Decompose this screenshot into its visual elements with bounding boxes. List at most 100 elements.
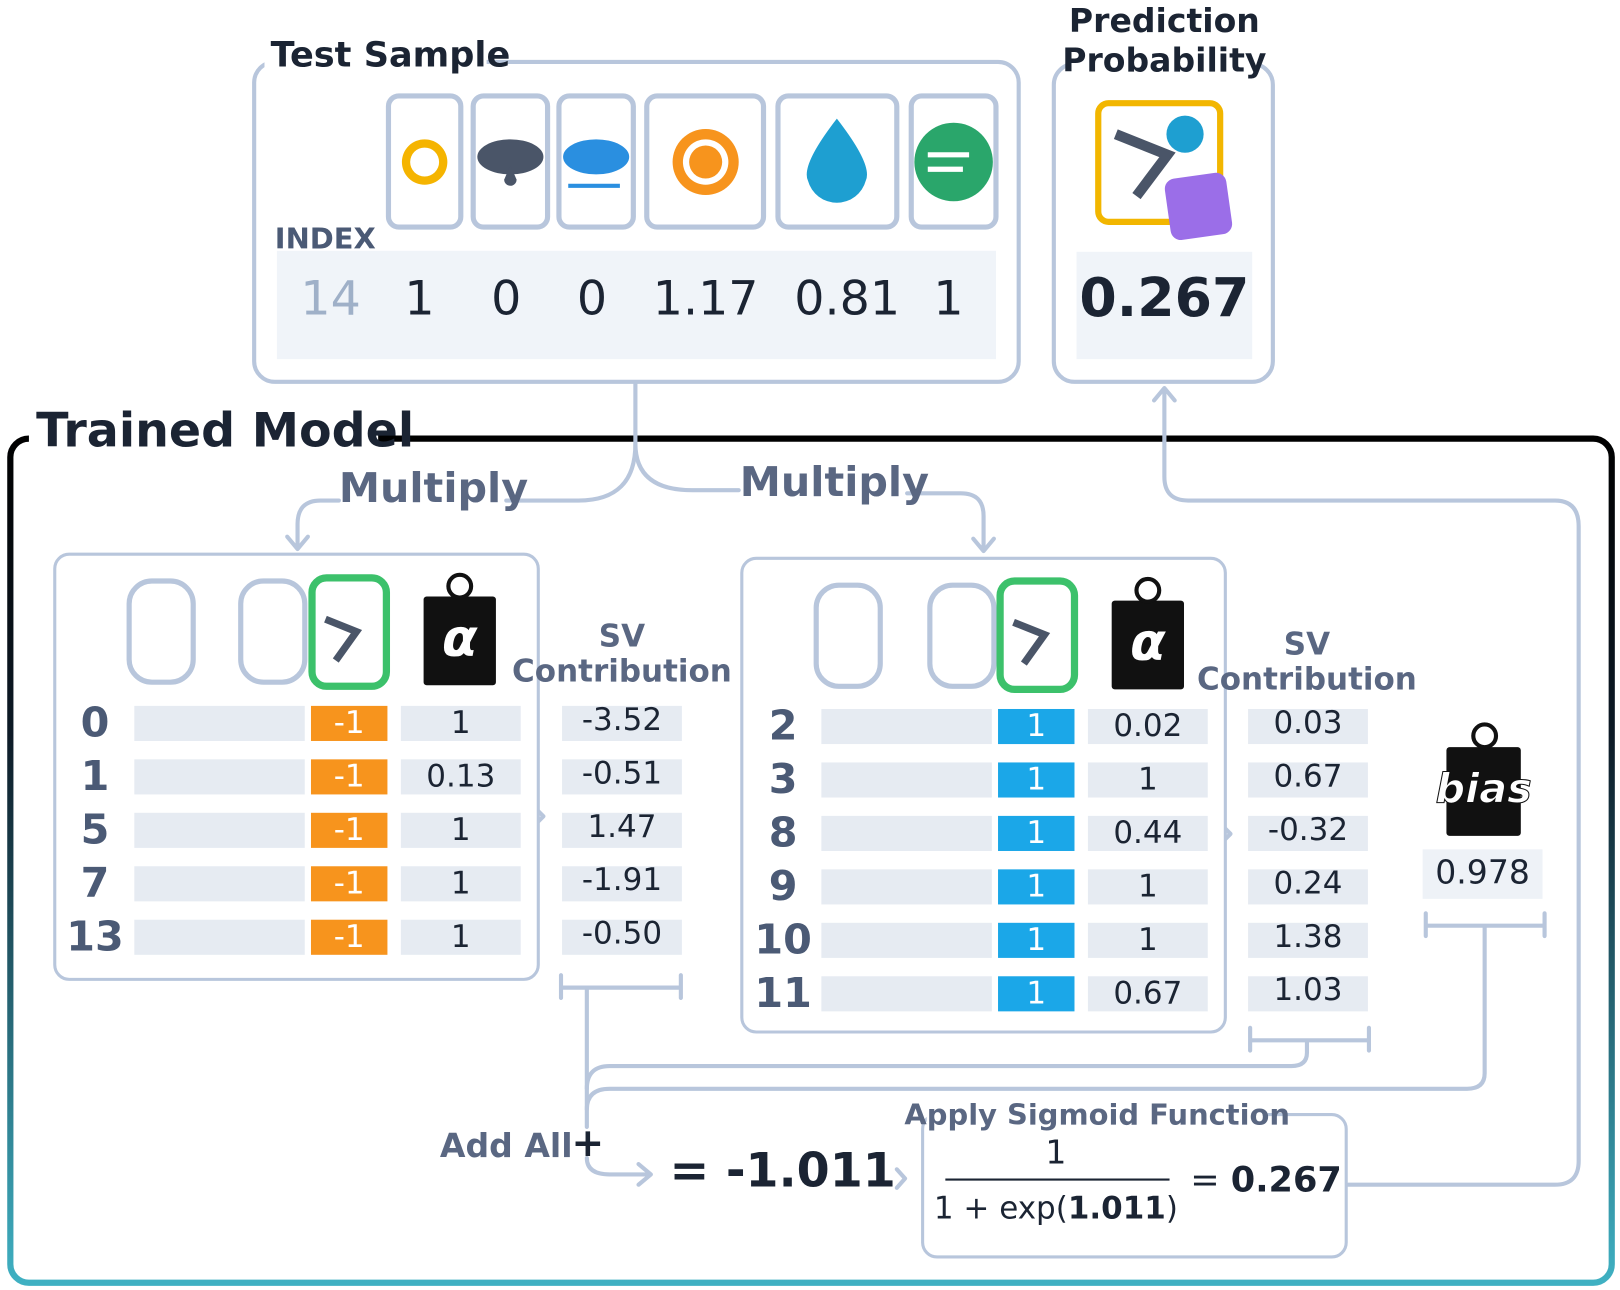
sum: = -1.011	[669, 1143, 895, 1198]
alpha-bg	[400, 812, 521, 848]
title-bg	[1070, 41, 1259, 85]
test-sample-title: Test Sample	[271, 35, 511, 76]
sv-label: 1	[1026, 975, 1046, 1011]
alpha-value: 1	[451, 865, 471, 901]
sv-label: 1	[1026, 868, 1046, 904]
denominator-prefix: 1 + exp(	[934, 1190, 1068, 1226]
sample-values: 1 0 0 1.17 0.81 1	[404, 271, 963, 326]
alpha-bg	[400, 759, 521, 795]
contribution-bg	[1248, 869, 1368, 905]
panel-icons	[126, 572, 1521, 836]
label-bg	[998, 815, 1075, 851]
label-bg	[998, 976, 1075, 1012]
sv-index: 7	[81, 859, 110, 907]
alpha-bg	[400, 919, 521, 955]
title-bg	[926, 1098, 1268, 1132]
model-title: Trained Model	[36, 403, 414, 458]
sv-label: 1	[1026, 922, 1046, 958]
sv-bar	[821, 815, 992, 851]
contribution-bg	[1248, 762, 1368, 798]
sv-index: 11	[754, 969, 812, 1017]
label-bg	[998, 708, 1075, 745]
bias-value: 0.978	[1435, 853, 1530, 892]
contribution-bg	[562, 866, 682, 902]
rows: 0 -1 1 -3.521 -1 0.13 -0.515 -1 1 1.477 -1 1 -1.9113…	[66, 699, 1368, 1017]
sv-header: SV	[1284, 627, 1330, 663]
denominator-suffix: )	[1166, 1190, 1178, 1226]
label-bg	[998, 869, 1075, 905]
label-bg	[998, 922, 1075, 958]
alpha-bg	[1087, 922, 1208, 958]
contribution-bg	[1248, 708, 1368, 745]
alpha-bg	[400, 866, 521, 902]
contribution-bg	[1248, 922, 1368, 958]
sv-bar	[134, 705, 305, 741]
sv-bar	[134, 919, 305, 955]
sv-label: 1	[1026, 708, 1046, 744]
add-all: Add All	[440, 1126, 573, 1165]
contribution-value: -3.52	[582, 702, 662, 738]
sample-value: 1.17	[653, 271, 759, 326]
alpha-symbol: α	[442, 609, 478, 669]
sv-index: 5	[81, 805, 110, 853]
prediction-icon	[1095, 100, 1233, 241]
sample-value: 0	[577, 271, 607, 326]
sample-value: 0	[491, 271, 521, 326]
multiply-label: Multiply	[339, 464, 528, 512]
contribution-bg	[1248, 976, 1368, 1012]
alpha-bg	[1087, 976, 1208, 1012]
prediction-title: Probability	[1062, 40, 1266, 79]
contribution-value: 1.47	[587, 809, 656, 845]
alpha-bg	[400, 705, 521, 741]
alpha-bg	[1087, 815, 1208, 851]
index-value: 14	[300, 271, 360, 326]
contribution-value: -0.50	[582, 916, 662, 952]
result-value: 0.267	[1231, 1160, 1342, 1201]
sv-label: -1	[334, 705, 365, 741]
sv-bar	[134, 812, 305, 848]
label-bg	[310, 919, 388, 955]
sv-index: 1	[81, 752, 110, 800]
sigmoid-title: Apply Sigmoid Function	[904, 1098, 1290, 1132]
label-bg	[998, 762, 1075, 798]
alpha-value: 0.13	[426, 758, 495, 794]
sv-header: Contribution	[1197, 662, 1417, 698]
sv-index: 10	[754, 915, 812, 963]
contribution-bg	[562, 919, 682, 955]
sv-label: -1	[334, 812, 365, 848]
sv-label: -1	[334, 865, 365, 901]
contribution-value: -1.91	[582, 862, 662, 898]
contribution-value: -0.32	[1268, 812, 1348, 848]
index-label: INDEX	[275, 221, 376, 255]
multiply-label: Multiply	[740, 458, 929, 506]
label-bg	[310, 866, 388, 902]
bias-bg	[1422, 849, 1543, 899]
bias-label: bias	[1436, 765, 1532, 813]
contribution-value: 0.24	[1273, 865, 1342, 901]
connectors	[285, 379, 1581, 1190]
contribution-value: 1.03	[1273, 972, 1342, 1008]
alpha-value: 0.67	[1113, 975, 1182, 1011]
sv-header: Contribution	[512, 653, 732, 689]
label-bg	[310, 759, 388, 795]
title-bg	[264, 36, 487, 78]
prediction-value: 0.267	[1079, 266, 1249, 329]
sv-bar	[821, 762, 992, 798]
alpha-value: 0.02	[1113, 708, 1182, 744]
sv-label: 1	[1026, 762, 1046, 798]
alpha-bg	[1087, 869, 1208, 905]
sample-value: 0.81	[794, 271, 900, 326]
numerator: 1	[1045, 1132, 1066, 1171]
alpha-value: 1	[1138, 868, 1158, 904]
sv-index: 9	[769, 862, 798, 910]
feature-icons	[385, 93, 999, 230]
alpha-value: 1	[1138, 762, 1158, 798]
alpha-bg	[1087, 762, 1208, 798]
alpha-value: 0.44	[1113, 815, 1182, 851]
contribution-value: 0.67	[1273, 758, 1342, 794]
sv-header: SV	[599, 618, 645, 654]
sample-value: 1	[404, 271, 434, 326]
sv-label: -1	[334, 758, 365, 794]
values-bg	[1076, 251, 1253, 360]
